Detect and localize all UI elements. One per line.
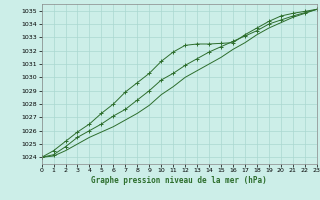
X-axis label: Graphe pression niveau de la mer (hPa): Graphe pression niveau de la mer (hPa) xyxy=(91,176,267,185)
